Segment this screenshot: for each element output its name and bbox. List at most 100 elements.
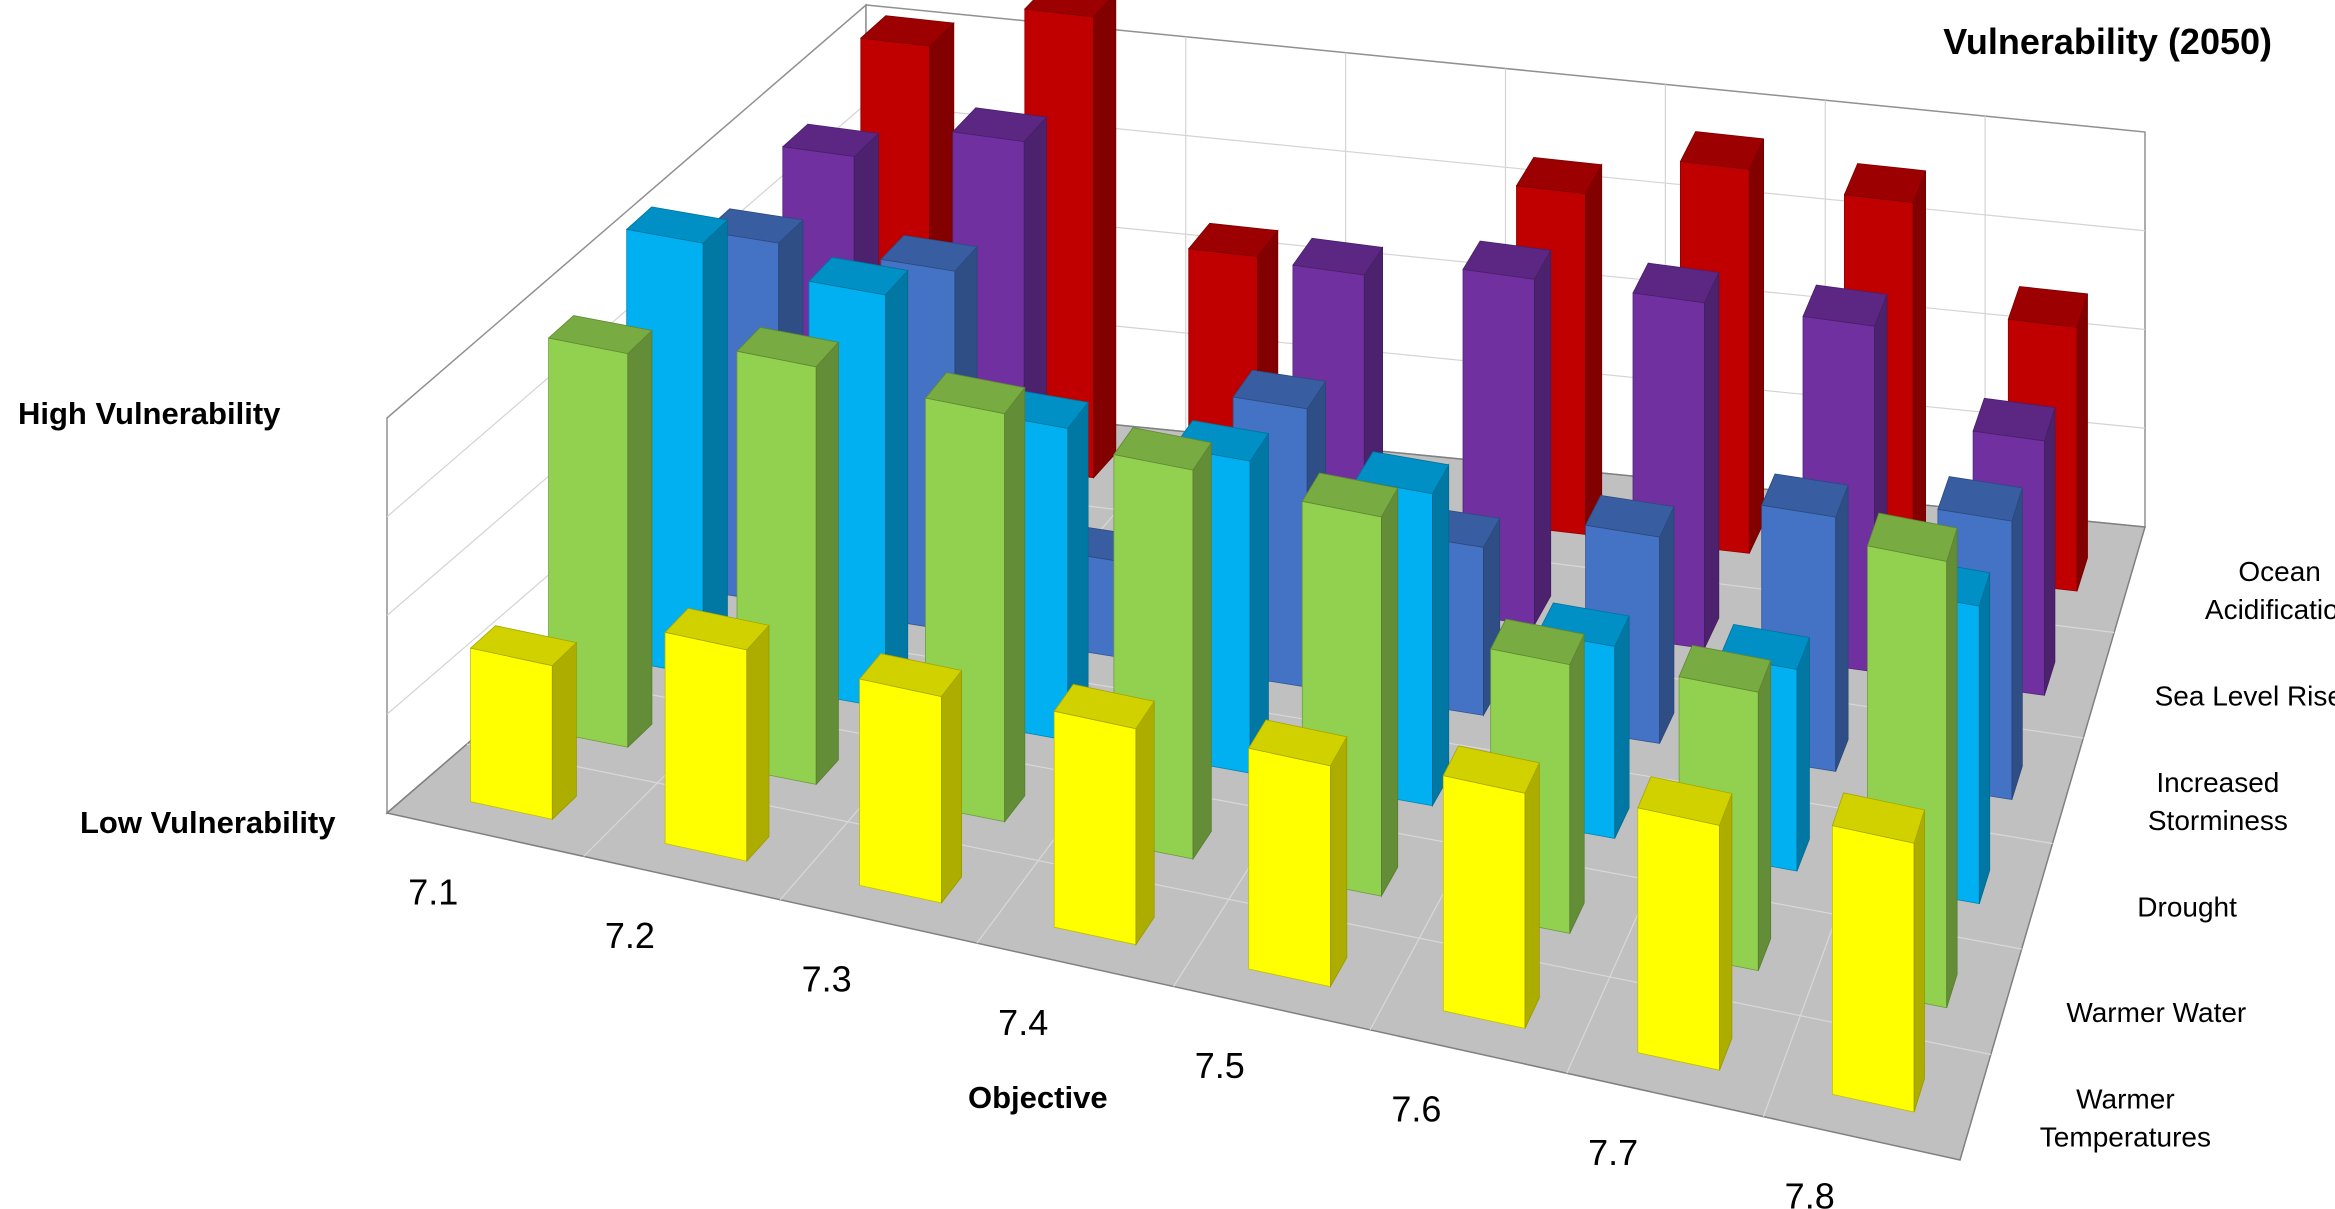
bar-side-face bbox=[2044, 407, 2056, 696]
bar-front-face bbox=[1637, 807, 1720, 1071]
bar-side-face bbox=[1004, 386, 1026, 823]
bar-side-face bbox=[2011, 487, 2023, 800]
x-axis-label: Objective bbox=[968, 1080, 1108, 1115]
bar-top-face bbox=[1023, 0, 1110, 18]
bar-side-face bbox=[746, 624, 770, 863]
bar-side-face bbox=[1534, 248, 1552, 627]
bar-side-face bbox=[1659, 506, 1675, 744]
bar-side-face bbox=[1748, 138, 1764, 554]
bar-top-face bbox=[781, 123, 880, 157]
bar-front-face bbox=[1248, 747, 1331, 988]
bar-top-face bbox=[1678, 644, 1772, 693]
bar-front-face bbox=[1442, 775, 1526, 1029]
bar-side-face bbox=[551, 641, 577, 821]
bar-top-face bbox=[625, 206, 729, 244]
bar-top-face bbox=[1292, 237, 1384, 276]
bar-top-face bbox=[547, 315, 653, 355]
x-tick-label: 7.2 bbox=[605, 915, 655, 956]
bar-side-face bbox=[627, 329, 653, 749]
bar-side-face bbox=[1796, 637, 1810, 872]
bar-side-face bbox=[1946, 527, 1958, 1008]
bar-side-face bbox=[1192, 441, 1212, 861]
bar-top-face bbox=[951, 107, 1048, 143]
bar-side-face bbox=[1135, 699, 1155, 947]
depth-axis-label: Warmer Water bbox=[2066, 997, 2246, 1028]
bar bbox=[1831, 792, 1926, 1113]
depth-axis-label: Drought bbox=[2137, 891, 2237, 922]
bar-top-face bbox=[1866, 512, 1958, 562]
bar-top-face bbox=[1301, 472, 1399, 518]
bar-top-face bbox=[2007, 286, 2089, 328]
labels: Vulnerability (2050) High Vulnerability … bbox=[18, 21, 2272, 1115]
bar bbox=[469, 625, 578, 821]
bar-side-face bbox=[815, 341, 839, 786]
bar-top-face bbox=[1355, 451, 1450, 495]
bar-top-face bbox=[1637, 776, 1733, 826]
bar-side-face bbox=[1719, 793, 1733, 1071]
depth-axis-label: OceanAcidification bbox=[2205, 556, 2335, 625]
bar-top-face bbox=[1831, 792, 1926, 844]
y-label-low: Low Vulnerability bbox=[80, 805, 336, 840]
y-label-high: High Vulnerability bbox=[18, 396, 281, 431]
depth-axis-label: Sea Level Rise bbox=[2155, 680, 2335, 711]
bar-side-face bbox=[1524, 762, 1540, 1029]
x-tick-label: 7.7 bbox=[1588, 1132, 1638, 1173]
bar-top-face bbox=[859, 15, 955, 47]
x-tick-label: 7.4 bbox=[998, 1002, 1048, 1043]
depth-axis-labels: Warmer Temperatures Warmer Water Drought Inc… bbox=[2040, 556, 2335, 1153]
bar-side-face bbox=[702, 219, 728, 677]
bar-top-face bbox=[1632, 262, 1720, 304]
bar-top-face bbox=[924, 372, 1026, 415]
chart-title: Vulnerability (2050) bbox=[1943, 21, 2272, 62]
bar-top-face bbox=[1232, 369, 1327, 410]
bar bbox=[1442, 745, 1540, 1029]
bar-top-face bbox=[808, 256, 909, 296]
bar-top-face bbox=[1442, 745, 1540, 794]
bar-top-face bbox=[1187, 222, 1279, 258]
bar-top-face bbox=[736, 326, 840, 368]
bar-top-face bbox=[1937, 476, 2023, 522]
bar-side-face bbox=[1432, 463, 1450, 808]
bar-top-face bbox=[1490, 618, 1585, 666]
bar-side-face bbox=[1569, 634, 1585, 934]
x-tick-label: 7.1 bbox=[408, 872, 458, 913]
bar-top-face bbox=[1843, 163, 1927, 204]
x-tick-label: 7.5 bbox=[1195, 1045, 1245, 1086]
bar-side-face bbox=[1912, 170, 1926, 573]
bar-side-face bbox=[885, 269, 909, 709]
bar bbox=[1053, 683, 1155, 947]
bar-top-face bbox=[1972, 397, 2056, 442]
bar-top-face bbox=[1462, 240, 1552, 280]
bar-side-face bbox=[1614, 615, 1630, 839]
bar-top-face bbox=[1584, 494, 1675, 538]
bar-side-face bbox=[1330, 735, 1348, 989]
bar-side-face bbox=[1757, 660, 1772, 971]
bar-front-face bbox=[664, 631, 748, 862]
bar-front-face bbox=[1053, 710, 1137, 946]
x-tick-label: 7.8 bbox=[1785, 1175, 1835, 1209]
depth-axis-label: Increased Storminess bbox=[2148, 767, 2288, 836]
bar-front-face bbox=[470, 647, 553, 820]
x-tick-labels: 7.1 7.2 7.3 7.4 7.5 7.6 7.7 7.8 bbox=[408, 872, 1834, 1209]
bar-side-face bbox=[1093, 0, 1117, 479]
bar-top-face bbox=[1113, 427, 1212, 471]
bar-side-face bbox=[2076, 293, 2088, 592]
x-tick-label: 7.6 bbox=[1391, 1089, 1441, 1130]
bar-side-face bbox=[1835, 485, 1849, 772]
bar bbox=[858, 653, 963, 905]
bar-side-face bbox=[1381, 486, 1399, 898]
bar-side-face bbox=[1913, 809, 1925, 1113]
depth-axis-label: Warmer Temperatures bbox=[2040, 1083, 2211, 1152]
bar-top-face bbox=[1761, 473, 1849, 518]
bar-top-face bbox=[664, 607, 770, 651]
bar-side-face bbox=[1704, 272, 1720, 649]
bars bbox=[469, 0, 2089, 1113]
bar-side-face bbox=[941, 669, 962, 905]
x-tick-label: 7.3 bbox=[802, 958, 852, 999]
bar-top-face bbox=[1802, 284, 1888, 327]
bar-top-face bbox=[858, 653, 963, 697]
bar-top-face bbox=[880, 234, 978, 272]
bar bbox=[1248, 719, 1348, 989]
